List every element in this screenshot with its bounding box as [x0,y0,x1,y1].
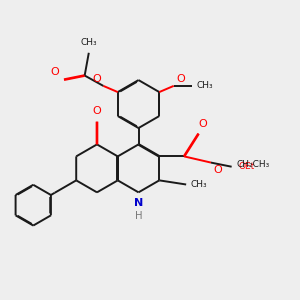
Text: N: N [134,198,143,208]
Text: OEt: OEt [238,162,255,171]
Text: CH₃: CH₃ [191,180,207,189]
Text: O: O [92,74,101,84]
Text: O: O [176,74,185,84]
Text: CH₃: CH₃ [197,81,214,90]
Text: CH₂CH₃: CH₂CH₃ [236,160,269,169]
Text: O: O [51,68,59,77]
Text: O: O [93,106,101,116]
Text: H: H [135,211,142,221]
Text: O: O [199,119,208,129]
Text: O: O [213,165,222,175]
Text: CH₃: CH₃ [80,38,97,47]
